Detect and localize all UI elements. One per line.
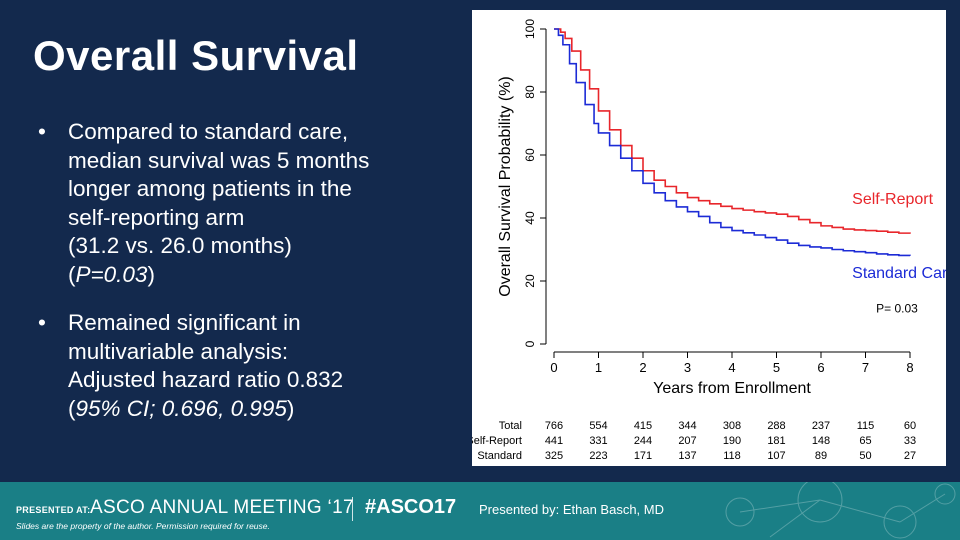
series-label: Self-Report (852, 191, 933, 208)
risk-table-cell: 554 (589, 420, 607, 432)
bullet-dot: • (38, 119, 46, 144)
y-tick-label: 80 (523, 85, 537, 99)
x-tick-label: 0 (550, 360, 557, 375)
x-tick-label: 3 (684, 360, 691, 375)
risk-table-cell: 207 (678, 435, 696, 447)
bullet-line: Compared to standard care, (68, 119, 349, 144)
risk-table-cell: 118 (723, 450, 741, 462)
risk-table-cell: 50 (859, 450, 871, 462)
series-label: Standard Care (852, 265, 946, 282)
bullet-line: multivariable analysis: (68, 338, 289, 364)
risk-table-cell: 115 (857, 420, 875, 432)
risk-table-cell: 325 (545, 450, 563, 462)
risk-table-cell: 171 (634, 450, 652, 462)
x-tick-label: 8 (906, 360, 913, 375)
bullet-dot: • (38, 310, 46, 335)
bullet-line: (P=0.03) (68, 261, 155, 287)
risk-table-cell: 190 (723, 435, 741, 447)
survival-curve-self-report (554, 28, 911, 234)
bullet-item: • Compared to standard care, median surviv… (38, 118, 458, 289)
risk-table-row-label: Self-Report (472, 435, 522, 447)
presented-at-label: PRESENTED AT: (16, 505, 91, 515)
x-tick-label: 4 (728, 360, 735, 375)
presenter-credit: Presented by: Ethan Basch, MD (479, 502, 664, 517)
p-value-annotation: P= 0.03 (876, 302, 918, 316)
risk-table-cell: 27 (904, 450, 916, 462)
y-axis-label: Overall Survival Probability (%) (497, 76, 514, 297)
network-decoration (725, 482, 956, 539)
x-tick-label: 1 (595, 360, 602, 375)
bullet-list: • Compared to standard care, median surviv… (38, 118, 458, 443)
x-axis-label: Years from Enrollment (653, 380, 811, 397)
bullet-item: • Remained significant in multivariable an… (38, 309, 458, 423)
risk-table-cell: 441 (545, 435, 563, 447)
bullet-line: self-reporting arm (68, 204, 245, 230)
y-tick-label: 60 (523, 148, 537, 162)
bullet-line: Adjusted hazard ratio 0.832 (68, 367, 344, 392)
km-plot-svg: 0 20 40 60 80 100 0 1 2 3 4 5 6 7 8 Years from Enrollme… (472, 19, 946, 462)
risk-table-row-label: Total (499, 420, 522, 432)
y-tick-label: 100 (523, 19, 537, 39)
y-tick-label: 40 (523, 211, 537, 225)
risk-table-cell: 107 (767, 450, 785, 462)
risk-table-cell: 244 (634, 435, 652, 447)
risk-table-cell: 415 (634, 420, 652, 432)
risk-table-cell: 181 (767, 435, 785, 447)
risk-table-cell: 308 (723, 420, 741, 432)
y-tick-label: 20 (523, 274, 537, 288)
x-tick-label: 7 (862, 360, 869, 375)
x-tick-label: 6 (817, 360, 824, 375)
bullet-line: (31.2 vs. 26.0 months) (68, 233, 292, 258)
risk-table-cell: 344 (678, 420, 696, 432)
y-tick-label: 0 (523, 340, 537, 347)
risk-table-cell: 288 (767, 420, 785, 432)
x-tick-label: 2 (639, 360, 646, 375)
risk-table-cell: 33 (904, 435, 916, 447)
risk-table-cell: 237 (812, 420, 830, 432)
italic-text: P=0.03 (75, 261, 148, 287)
bullet-line: median survival was 5 months (68, 147, 370, 173)
hashtag: #ASCO17 (365, 496, 457, 518)
bullet-line: Remained significant in (68, 310, 301, 335)
risk-table-cell: 65 (859, 435, 871, 447)
slide-body: Overall Survival • Compared to standard c… (33, 10, 946, 466)
footer-divider (352, 497, 353, 521)
risk-table-cell: 137 (678, 450, 696, 462)
bullet-line: (95% CI; 0.696, 0.995) (68, 395, 295, 421)
bullet-line: longer among patients in the (68, 176, 352, 201)
risk-table-cell: 223 (589, 450, 607, 462)
risk-table-cell: 148 (812, 435, 830, 447)
disclaimer: Slides are the property of the author. P… (16, 521, 270, 531)
risk-table-cell: 60 (904, 420, 916, 432)
survival-curve-standard-care (554, 28, 911, 257)
meeting-name: ASCO ANNUAL MEETING ‘17 (90, 497, 354, 518)
survival-chart: 0 20 40 60 80 100 0 1 2 3 4 5 6 7 8 Years from Enrollme… (472, 10, 946, 466)
risk-table-cell: 89 (815, 450, 827, 462)
risk-table-cell: 766 (545, 420, 563, 432)
slide-title: Overall Survival (33, 32, 359, 79)
x-tick-label: 5 (773, 360, 780, 375)
footer-bar (0, 482, 960, 540)
italic-text: 95% CI; 0.696, 0.995 (75, 395, 287, 421)
risk-table-row-label: Standard (477, 450, 522, 462)
risk-table-cell: 331 (589, 435, 607, 447)
